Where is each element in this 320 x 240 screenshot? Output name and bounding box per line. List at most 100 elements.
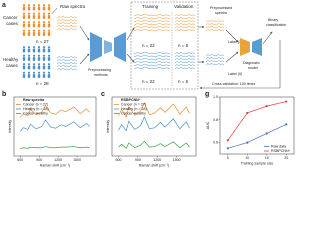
y-tick-label: 1.0 [213, 95, 218, 99]
arrow [126, 27, 135, 41]
person-icon [32, 63, 36, 66]
person-icon [27, 32, 31, 36]
spectrum-icon [56, 58, 78, 62]
label: Label (1) [228, 40, 242, 44]
person-icon [37, 29, 41, 32]
spectrum-icon [205, 19, 225, 23]
series-line [227, 124, 287, 149]
spectrum-icon [205, 25, 225, 29]
split-box [130, 1, 199, 90]
person-icon [37, 32, 41, 36]
label: Preprocessed [210, 6, 232, 10]
person-icon [42, 46, 46, 49]
series-line [118, 102, 190, 118]
spectrum-icon [133, 22, 171, 26]
person-icon [42, 65, 46, 70]
annotation: Raw spectra [23, 98, 45, 102]
person-icon [22, 74, 26, 78]
spectrum-icon [133, 19, 171, 23]
y-axis-label: AUC [206, 121, 210, 129]
person-icon [47, 4, 51, 7]
person-icon [22, 65, 26, 70]
person-icon [32, 57, 36, 61]
person-icon [22, 23, 26, 28]
count: n = 22 [142, 43, 155, 48]
person-icon [27, 57, 31, 61]
x-axis-label: Training sample size [241, 161, 274, 165]
y-tick-label: 0.8 [213, 118, 218, 122]
person-icon [47, 71, 51, 74]
spectrum-icon [56, 55, 78, 59]
point [285, 123, 288, 126]
person-icon [22, 63, 26, 66]
person-icon [37, 15, 41, 19]
spectrum-icon [205, 28, 225, 32]
label: Raw spectra [60, 4, 86, 9]
person-icon [27, 46, 31, 49]
series-line [118, 140, 190, 149]
spectrum-icon [56, 18, 78, 22]
point [265, 132, 268, 135]
panel-label: b [2, 91, 6, 98]
person-icon [32, 23, 36, 28]
x-tick-label: 1200 [153, 158, 161, 162]
panel-label: c [101, 91, 105, 98]
label: Validation [174, 4, 194, 9]
person-icon [42, 57, 46, 61]
spectrum-icon [174, 19, 196, 23]
person-icon [37, 4, 41, 7]
person-icon [22, 12, 26, 15]
label: classification [266, 23, 286, 27]
spectrum-icon [174, 54, 196, 58]
person-icon [37, 63, 41, 66]
person-icon [47, 46, 51, 49]
spectrum-icon [133, 60, 171, 64]
legend-label: Raw data [271, 144, 286, 148]
panel-label: a [2, 2, 6, 9]
spectrum-icon [174, 63, 196, 67]
point [246, 141, 249, 144]
person-icon [32, 15, 36, 19]
label: Healthy [3, 57, 19, 62]
person-icon [37, 6, 41, 11]
count: n = 27 [36, 39, 49, 44]
icons [22, 4, 225, 78]
spectrum-icon [205, 56, 225, 60]
person-icon [32, 71, 36, 74]
label: cases [6, 21, 19, 26]
spectrum-icon [56, 15, 78, 19]
panel-label: g [205, 91, 209, 98]
spectrum-icon [174, 16, 196, 20]
person-icon [47, 29, 51, 32]
spectrum-icon [56, 27, 78, 31]
plot-frame [111, 96, 197, 157]
person-icon [22, 6, 26, 11]
x-axis-label: Raman shift (cm⁻¹) [139, 163, 169, 167]
y-axis-label: Intensity [106, 120, 110, 134]
person-icon [32, 54, 36, 57]
spectrum-icon [174, 25, 196, 29]
person-icon [47, 23, 51, 28]
person-icon [32, 74, 36, 78]
model [240, 38, 250, 56]
series-line [20, 104, 90, 118]
funnel [114, 32, 126, 62]
point [246, 111, 249, 115]
person-icon [27, 21, 31, 24]
person-icon [22, 54, 26, 57]
point [226, 139, 229, 142]
person-icon [37, 23, 41, 28]
spectrum-icon [174, 60, 196, 64]
label: Training [142, 4, 159, 9]
person-icon [27, 74, 31, 78]
person-icon [42, 63, 46, 66]
person-icon [47, 57, 51, 61]
person-icon [37, 48, 41, 53]
label: methods [94, 73, 108, 77]
series-line [20, 146, 90, 150]
spectrum-icon [56, 67, 78, 71]
person-icon [42, 23, 46, 28]
legend-label: Cancer-Healthy [121, 111, 146, 115]
person-icon [42, 15, 46, 19]
spectrum-icon [133, 25, 171, 29]
